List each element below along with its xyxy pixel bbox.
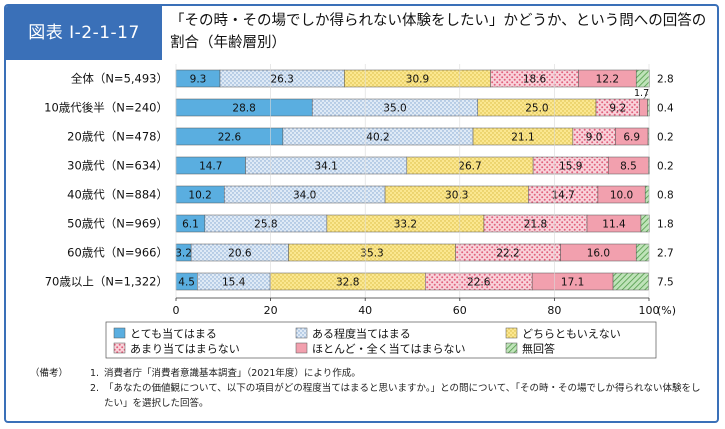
x-tick-label: 20 bbox=[264, 304, 278, 317]
bar-segment bbox=[644, 185, 650, 204]
data-label: 33.2 bbox=[394, 219, 417, 231]
data-label: 30.3 bbox=[445, 190, 468, 202]
category-label: 40歳代（N=884） bbox=[67, 188, 168, 202]
data-label: 14.7 bbox=[199, 161, 222, 173]
data-label: 12.2 bbox=[596, 74, 619, 86]
data-label: 21.8 bbox=[524, 219, 547, 231]
category-label: 全体（N=5,493） bbox=[71, 72, 168, 86]
data-label: 40.2 bbox=[366, 132, 389, 144]
figure-panel: 図表 I-2-1-17 「その時・その場でしか得られない体験をしたい」かどうか、… bbox=[4, 4, 719, 423]
legend-swatch bbox=[113, 342, 126, 354]
category-label: 70歳以上（N=1,322） bbox=[45, 275, 168, 289]
legend-label: どちらともいえない bbox=[522, 328, 621, 341]
note-row-1: （備考） 1. 消費者庁「消費者意識基本調査」（2021年度）により作成。 bbox=[30, 366, 709, 381]
x-tick-label: 80 bbox=[547, 304, 561, 317]
legend-label: あまり当てはまらない bbox=[130, 342, 240, 356]
x-tick-label: 100 bbox=[639, 304, 660, 317]
data-label: 28.8 bbox=[232, 103, 255, 115]
notes-lead: （備考） bbox=[30, 368, 69, 379]
data-label: 9.0 bbox=[586, 132, 603, 144]
data-label: 21.1 bbox=[511, 132, 534, 144]
legend-label: 無回答 bbox=[522, 342, 555, 356]
note-text: 「あなたの価値観について、以下の項目がどの程度当てはまると思いますか。」との問に… bbox=[104, 383, 701, 409]
data-label-callout: 1.7 bbox=[634, 88, 649, 99]
legend-swatch bbox=[295, 327, 308, 339]
data-label: 17.1 bbox=[561, 277, 584, 289]
data-label: 30.9 bbox=[406, 74, 429, 86]
x-unit-label: (%) bbox=[657, 304, 676, 317]
data-label: 14.7 bbox=[551, 190, 574, 202]
x-tick-label: 60 bbox=[453, 304, 467, 317]
data-label: 8.5 bbox=[620, 161, 637, 173]
data-label: 25.0 bbox=[525, 103, 548, 115]
x-tick-label: 40 bbox=[358, 304, 372, 317]
data-label-no-answer: 1.8 bbox=[657, 219, 674, 231]
note-text: 消費者庁「消費者意識基本調査」（2021年度）により作成。 bbox=[104, 368, 361, 379]
note-row-2: 2. 「あなたの価値観について、以下の項目がどの程度当てはまると思いますか。」と… bbox=[30, 381, 709, 411]
data-label: 22.6 bbox=[467, 277, 491, 289]
note-number: 1. bbox=[90, 368, 100, 379]
note-number: 2. bbox=[90, 383, 100, 394]
data-label: 3.2 bbox=[175, 248, 192, 260]
data-label-no-answer: 0.2 bbox=[657, 161, 674, 173]
figure-label: 図表 I-2-1-17 bbox=[6, 6, 162, 60]
legend-label: とても当てはまる bbox=[130, 327, 217, 341]
legend-swatch bbox=[295, 342, 308, 354]
category-label: 60歳代（N=966） bbox=[67, 246, 168, 260]
data-label: 6.1 bbox=[182, 219, 199, 231]
category-label: 30歳代（N=634） bbox=[67, 159, 168, 173]
data-label-no-answer: 0.8 bbox=[657, 190, 674, 202]
data-label-no-answer: 2.7 bbox=[657, 248, 674, 260]
data-label: 10.2 bbox=[188, 190, 211, 202]
category-label: 20歳代（N=478） bbox=[67, 130, 168, 144]
data-label: 15.4 bbox=[222, 277, 246, 289]
data-label: 6.9 bbox=[623, 132, 640, 144]
data-label: 4.5 bbox=[178, 277, 195, 289]
data-label: 35.0 bbox=[383, 103, 406, 115]
label-leader bbox=[643, 93, 648, 100]
data-label: 18.6 bbox=[523, 74, 547, 86]
legend-box bbox=[105, 321, 657, 359]
data-label: 22.6 bbox=[218, 132, 242, 144]
bar-segment bbox=[635, 69, 650, 88]
data-label: 10.0 bbox=[610, 190, 633, 202]
data-label: 15.9 bbox=[559, 161, 582, 173]
bar-segment bbox=[647, 98, 650, 117]
stacked-bar-chart: 全体（N=5,493） 9.3 26.3 30.9 18.6 12.2 2.8 10歳代後半（… bbox=[44, 64, 676, 359]
data-label-no-answer: 0.2 bbox=[657, 132, 674, 144]
notes: （備考） 1. 消費者庁「消費者意識基本調査」（2021年度）により作成。 2.… bbox=[30, 366, 709, 411]
category-label: 10歳代後半（N=240） bbox=[44, 101, 168, 115]
category-label: 50歳代（N=969） bbox=[67, 217, 168, 231]
data-label-no-answer: 2.8 bbox=[657, 74, 674, 86]
bar-segment bbox=[639, 98, 648, 117]
data-label: 20.6 bbox=[228, 248, 252, 260]
data-label-no-answer: 0.4 bbox=[657, 103, 674, 115]
legend-swatch bbox=[113, 327, 126, 339]
bar-segment bbox=[635, 243, 650, 262]
bar-segment bbox=[612, 272, 649, 291]
data-label: 26.7 bbox=[458, 161, 481, 173]
data-label: 16.0 bbox=[587, 248, 610, 260]
bar-segment bbox=[640, 214, 650, 233]
data-label: 34.1 bbox=[314, 161, 337, 173]
data-label: 35.3 bbox=[360, 248, 383, 260]
data-label-no-answer: 7.5 bbox=[657, 277, 674, 289]
data-label: 25.8 bbox=[254, 219, 277, 231]
legend-label: ある程度当てはまる bbox=[312, 327, 411, 341]
legend-label: ほとんど・全く当てはまらない bbox=[312, 342, 465, 356]
data-label: 11.4 bbox=[602, 219, 626, 231]
data-label: 26.3 bbox=[270, 74, 293, 86]
data-label: 9.3 bbox=[190, 74, 207, 86]
x-tick-label: 0 bbox=[173, 304, 180, 317]
data-label: 9.2 bbox=[609, 103, 626, 115]
legend-swatch bbox=[505, 342, 518, 354]
figure-title: 「その時・その場でしか得られない体験をしたい」かどうか、という問への回答の割合（… bbox=[170, 13, 707, 51]
data-label: 22.2 bbox=[496, 248, 519, 260]
data-label: 34.0 bbox=[293, 190, 316, 202]
data-label: 32.8 bbox=[336, 277, 359, 289]
legend-swatch bbox=[505, 327, 518, 339]
